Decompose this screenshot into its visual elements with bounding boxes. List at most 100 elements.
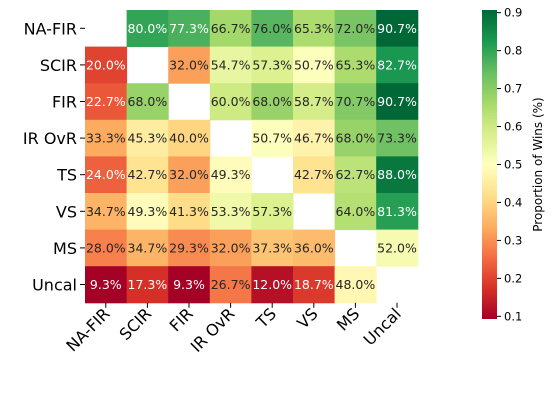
heatmap-cell bbox=[293, 46, 336, 84]
heatmap-cell bbox=[293, 83, 336, 121]
cell-value-label: 18.7% bbox=[294, 277, 334, 292]
colorbar-tick-label: 0.8 bbox=[504, 44, 522, 58]
heatmap-cell bbox=[251, 119, 294, 157]
heatmap-cell bbox=[126, 266, 169, 304]
column-label: IR OvR bbox=[187, 304, 239, 356]
heatmap-cell bbox=[293, 156, 336, 194]
heatmap-cell bbox=[251, 229, 294, 267]
cell-value-label: 12.0% bbox=[252, 277, 292, 292]
heatmap-cell bbox=[168, 193, 211, 231]
column-label: NA-FIR bbox=[62, 304, 113, 355]
column-label: SCIR bbox=[116, 304, 156, 344]
colorbar-tick-label: 0.9 bbox=[504, 6, 522, 20]
heatmap-cell bbox=[168, 46, 211, 84]
cell-value-label: 22.7% bbox=[86, 94, 126, 109]
heatmap-cell bbox=[126, 119, 169, 157]
row-label: MS bbox=[53, 239, 77, 258]
row-label: Uncal bbox=[32, 276, 77, 295]
heatmap-cell bbox=[85, 229, 128, 267]
cell-value-label: 77.3% bbox=[169, 21, 209, 36]
heatmap-cell bbox=[126, 10, 169, 48]
cell-value-label: 37.3% bbox=[252, 240, 292, 255]
heatmap-cell bbox=[251, 83, 294, 121]
colorbar-tick-label: 0.2 bbox=[504, 271, 522, 285]
cell-value-label: 34.7% bbox=[86, 204, 126, 219]
cell-value-label: 66.7% bbox=[211, 21, 251, 36]
cell-value-label: 57.3% bbox=[252, 57, 292, 72]
cell-value-label: 46.7% bbox=[294, 131, 334, 146]
heatmap-cell bbox=[334, 83, 377, 121]
heatmap-cell bbox=[85, 266, 128, 304]
cell-value-label: 53.3% bbox=[211, 204, 251, 219]
cell-value-label: 9.3% bbox=[173, 277, 205, 292]
colorbar-tick-label: 0.5 bbox=[504, 158, 522, 172]
cell-value-label: 45.3% bbox=[128, 131, 168, 146]
cell-value-label: 49.3% bbox=[128, 204, 168, 219]
heatmap-cell bbox=[334, 156, 377, 194]
cell-value-label: 81.3% bbox=[377, 204, 417, 219]
cell-value-label: 72.0% bbox=[336, 21, 376, 36]
colorbar-tick-label: 0.1 bbox=[504, 309, 522, 323]
colorbar: 0.1 0.2 0.3 0.4 0.5 0.6 0.7 0.8 0.9 Proportion of… bbox=[482, 6, 545, 323]
cell-value-label: 34.7% bbox=[128, 240, 168, 255]
cell-value-label: 88.0% bbox=[377, 167, 417, 182]
cell-value-label: 32.0% bbox=[211, 240, 251, 255]
heatmap-cell bbox=[334, 193, 377, 231]
heatmap-cell bbox=[209, 156, 252, 194]
row-label: TS bbox=[56, 166, 77, 185]
row-label: SCIR bbox=[40, 56, 77, 75]
cell-value-label: 42.7% bbox=[294, 167, 334, 182]
heatmap-cell bbox=[376, 229, 419, 267]
heatmap-cell bbox=[334, 46, 377, 84]
heatmap-cell bbox=[251, 46, 294, 84]
cell-value-label: 54.7% bbox=[211, 57, 251, 72]
heatmap-cell bbox=[376, 83, 419, 121]
cell-value-label: 58.7% bbox=[294, 94, 334, 109]
heatmap-cell bbox=[209, 193, 252, 231]
heatmap-cell bbox=[376, 193, 419, 231]
cell-value-label: 76.0% bbox=[252, 21, 292, 36]
column-label: TS bbox=[252, 304, 280, 332]
cell-value-label: 26.7% bbox=[211, 277, 251, 292]
cell-value-label: 57.3% bbox=[252, 204, 292, 219]
column-label: MS bbox=[333, 304, 363, 334]
colorbar-tick-label: 0.4 bbox=[504, 195, 522, 209]
cell-value-label: 17.3% bbox=[128, 277, 168, 292]
cell-value-label: 50.7% bbox=[294, 57, 334, 72]
heatmap-cells: 80.0% 77.3% 66.7% 76.0% 65.3% 72.0% 90.7%20.0%… bbox=[85, 10, 419, 304]
heatmap-cell bbox=[293, 266, 336, 304]
heatmap-cell bbox=[168, 119, 211, 157]
heatmap-cell bbox=[85, 119, 128, 157]
heatmap-cell bbox=[251, 193, 294, 231]
cell-value-label: 90.7% bbox=[377, 94, 417, 109]
cell-value-label: 48.0% bbox=[336, 277, 376, 292]
heatmap-cell bbox=[376, 10, 419, 48]
heatmap-cell bbox=[251, 10, 294, 48]
column-label: FIR bbox=[166, 304, 197, 335]
heatmap-cell bbox=[85, 156, 128, 194]
cell-value-label: 60.0% bbox=[211, 94, 251, 109]
cell-value-label: 68.0% bbox=[336, 131, 376, 146]
heatmap-cell bbox=[168, 266, 211, 304]
heatmap-cell bbox=[334, 266, 377, 304]
heatmap-cell bbox=[209, 229, 252, 267]
row-label: IR OvR bbox=[23, 129, 77, 148]
cell-value-label: 68.0% bbox=[252, 94, 292, 109]
cell-value-label: 20.0% bbox=[86, 57, 126, 72]
heatmap-cell bbox=[126, 156, 169, 194]
heatmap-cell bbox=[251, 266, 294, 304]
cell-value-label: 49.3% bbox=[211, 167, 251, 182]
colorbar-tick-label: 0.6 bbox=[504, 120, 522, 134]
cell-value-label: 50.7% bbox=[252, 131, 292, 146]
heatmap-cell bbox=[85, 193, 128, 231]
cell-value-label: 29.3% bbox=[169, 240, 209, 255]
heatmap-cell bbox=[126, 229, 169, 267]
cell-value-label: 33.3% bbox=[86, 131, 126, 146]
colorbar-label: Proportion of Wins (%) bbox=[531, 97, 545, 231]
cell-value-label: 70.7% bbox=[336, 94, 376, 109]
heatmap-cell bbox=[376, 156, 419, 194]
cell-value-label: 28.0% bbox=[86, 240, 126, 255]
cell-value-label: 80.0% bbox=[128, 21, 168, 36]
